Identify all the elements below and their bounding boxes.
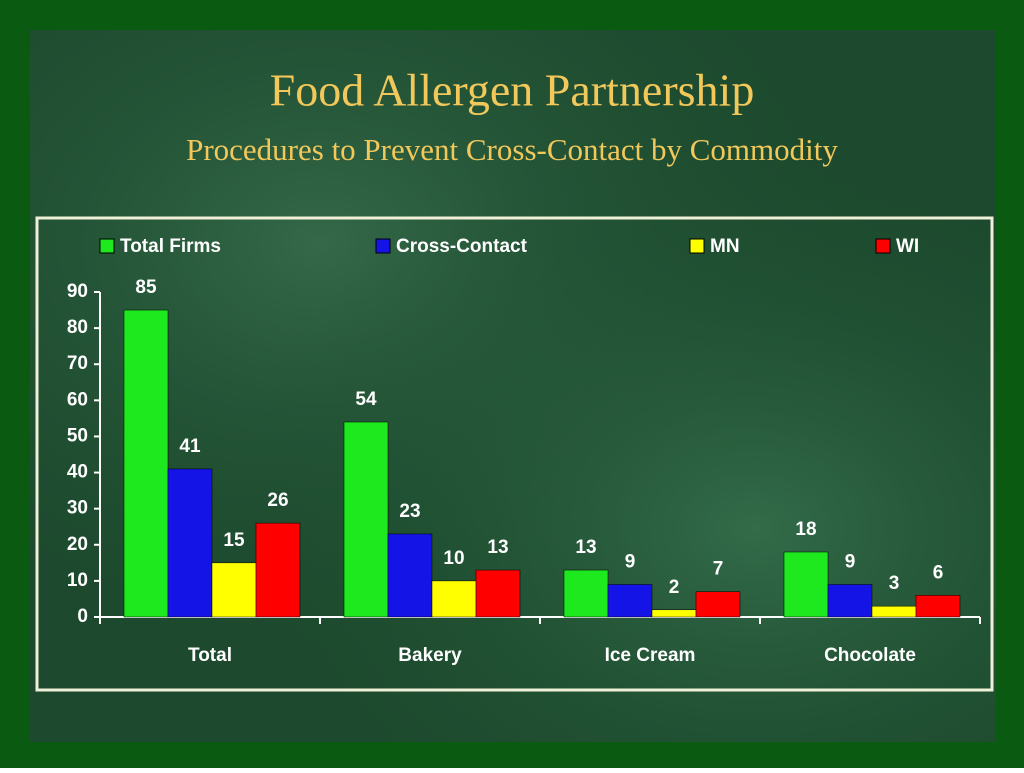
legend-swatch (875, 238, 891, 254)
data-label: 7 (713, 559, 724, 580)
data-label: 6 (933, 562, 944, 583)
bar (695, 591, 741, 618)
chart: Total Firms Cross-Contact MN WI 0 10 20 30 40 50 6… (67, 236, 981, 666)
y-tick-label: 20 (67, 534, 88, 555)
data-label: 85 (135, 277, 157, 298)
bar (387, 533, 433, 618)
data-label: 41 (179, 436, 201, 457)
bar (167, 468, 213, 618)
legend-label: Total Firms (120, 236, 221, 257)
legend-swatch (99, 238, 115, 254)
y-tick-label: 80 (67, 317, 88, 338)
bar (255, 522, 301, 618)
data-label: 13 (575, 537, 596, 558)
bar (783, 551, 829, 618)
bar (827, 584, 873, 618)
bar (431, 580, 477, 618)
x-tick-label: Ice Cream (605, 645, 696, 666)
legend-label: Cross-Contact (396, 236, 528, 257)
data-label: 13 (487, 537, 508, 558)
bar (607, 584, 653, 618)
data-label: 10 (443, 548, 464, 569)
y-tick-label: 60 (67, 389, 88, 410)
x-tick-label: Total (188, 645, 232, 666)
bar (915, 595, 961, 618)
data-label: 18 (795, 519, 816, 540)
data-label: 54 (355, 389, 377, 410)
bar (123, 309, 169, 618)
bar (211, 562, 257, 618)
data-label: 23 (399, 501, 420, 522)
y-tick-label: 0 (77, 606, 88, 627)
x-tick-label: Bakery (398, 645, 462, 666)
data-label: 15 (223, 530, 245, 551)
bar (343, 421, 389, 618)
bar (651, 609, 697, 618)
bar (871, 605, 917, 618)
bar (563, 569, 609, 618)
bar (475, 569, 521, 618)
data-label: 3 (889, 573, 900, 594)
chart-frame (35, 216, 994, 692)
chart-subtitle: Procedures to Prevent Cross-Contact by C… (186, 132, 838, 167)
x-tick-label: Chocolate (824, 645, 916, 666)
legend-label: MN (710, 236, 740, 257)
data-label: 2 (669, 577, 680, 598)
chart-title: Food Allergen Partnership (270, 65, 755, 116)
y-tick-label: 40 (67, 462, 88, 483)
y-tick-label: 70 (67, 353, 88, 374)
data-label: 9 (625, 552, 636, 573)
legend-label: WI (896, 236, 919, 257)
texture (30, 30, 996, 742)
y-tick-label: 50 (67, 425, 88, 446)
y-tick-label: 30 (67, 498, 88, 519)
data-label: 9 (845, 552, 856, 573)
legend-swatch (689, 238, 705, 254)
y-tick-label: 90 (67, 281, 88, 302)
legend-swatch (375, 238, 391, 254)
y-tick-label: 10 (67, 570, 88, 591)
data-label: 26 (267, 490, 288, 511)
